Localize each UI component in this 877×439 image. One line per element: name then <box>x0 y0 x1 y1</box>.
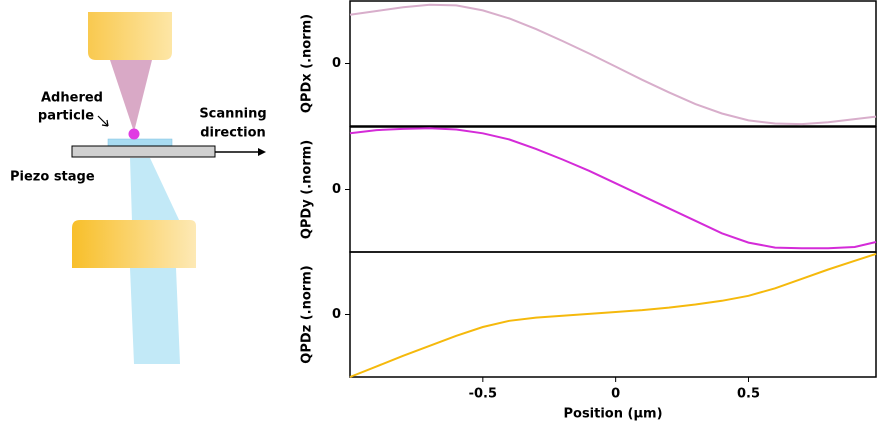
diagram-label: particle <box>38 109 94 124</box>
plot-frame <box>349 0 877 127</box>
top-objective <box>88 12 172 60</box>
pointer-head <box>101 119 109 127</box>
pointer <box>97 115 109 127</box>
diagram-label: Piezo stage <box>10 170 95 185</box>
pink-beam <box>110 60 152 132</box>
y-tick-label: 0 <box>332 182 341 197</box>
diagram-label: Scanning <box>199 107 266 122</box>
setup-diagram: Adhered particle Scanning direction Piez… <box>10 12 267 364</box>
blue-beam-lower <box>130 268 180 364</box>
x-tick-label: 0 <box>611 387 620 402</box>
arrow-head <box>258 148 266 156</box>
y-tick-label: 0 <box>332 56 341 71</box>
x-tick-label: -0.5 <box>469 387 497 402</box>
data-line <box>349 252 877 378</box>
x-tick-label: 0.5 <box>737 387 760 402</box>
slide <box>107 138 173 147</box>
bottom-objective <box>72 220 196 268</box>
plot-frame <box>349 126 877 253</box>
data-line <box>349 127 877 250</box>
y-axis-label: QPDz (.norm) <box>300 265 315 363</box>
blue-beam <box>130 158 180 222</box>
diagram-label: Adhered <box>41 91 103 106</box>
piezo-stage <box>71 145 216 158</box>
plot-frame <box>349 251 877 378</box>
y-axis-label: QPDx (.norm) <box>300 14 315 113</box>
data-line <box>349 3 877 126</box>
particle <box>128 128 140 140</box>
y-tick-label: 0 <box>332 307 341 322</box>
x-axis-label: Position (μm) <box>563 407 662 422</box>
diagram-label: direction <box>200 126 266 141</box>
y-axis-label: QPDy (.norm) <box>300 140 315 239</box>
